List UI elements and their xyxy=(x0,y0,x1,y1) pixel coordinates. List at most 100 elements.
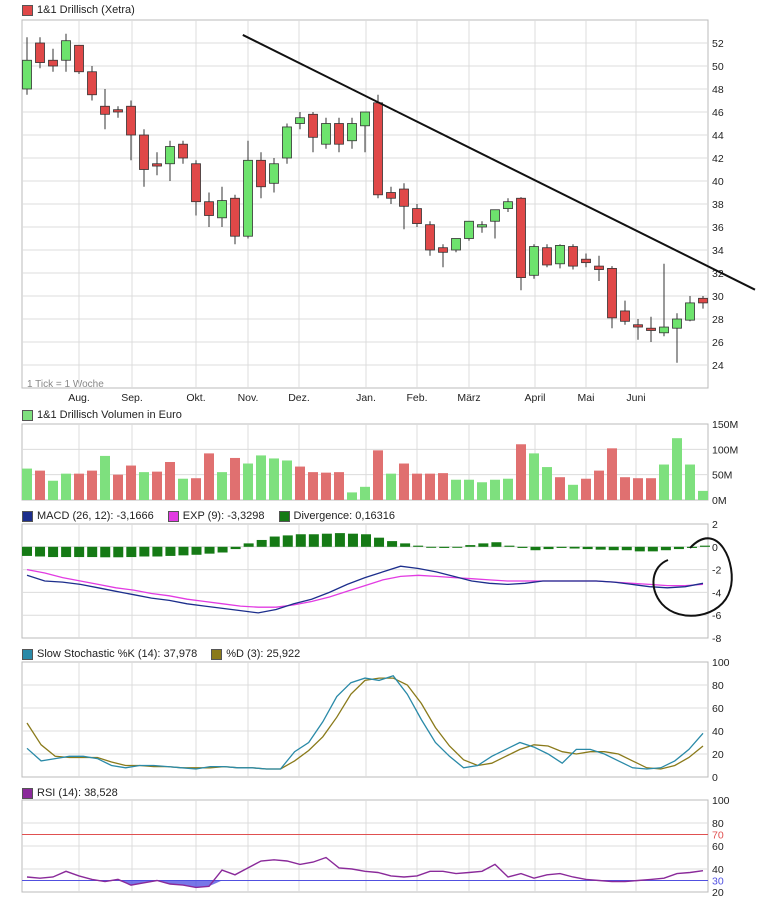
price-legend-label: 1&1 Drillisch (Xetra) xyxy=(37,4,135,16)
volume-bar-up xyxy=(672,438,682,500)
rsi-legend-swatch xyxy=(22,787,33,799)
divergence-bar xyxy=(400,543,411,547)
divergence-bar xyxy=(178,546,189,556)
candle-down xyxy=(412,208,422,224)
divergence-bar xyxy=(452,546,463,548)
candle-up xyxy=(555,244,565,265)
divergence-bar xyxy=(465,545,476,547)
volume-bar-up xyxy=(282,460,292,500)
candle-up xyxy=(269,163,279,184)
volume-bar-up xyxy=(256,455,266,500)
stoch-legend: Slow Stochastic %K (14): 37,978 %D (3): … xyxy=(22,648,314,660)
volume-bar-down xyxy=(74,473,84,500)
divergence-bar xyxy=(478,543,489,547)
candle-down xyxy=(516,197,526,278)
candle-down xyxy=(633,324,643,328)
candle-down xyxy=(438,247,448,253)
divergence-bar xyxy=(334,533,345,547)
candle-down xyxy=(126,105,136,136)
price-legend-swatch xyxy=(22,4,33,16)
price-axis-tick-label: 38 xyxy=(712,199,724,211)
divergence-bar xyxy=(439,546,450,548)
divergence-bar xyxy=(204,546,215,554)
month-label: Dez. xyxy=(288,392,310,404)
divergence-bar xyxy=(347,533,358,547)
stoch-d-legend-item: %D (3): 25,922 xyxy=(211,648,300,660)
divergence-bar xyxy=(413,545,424,547)
divergence-bar xyxy=(569,546,580,549)
volume-bar-down xyxy=(321,472,331,500)
divergence-bar xyxy=(361,534,371,547)
exp-legend-label: EXP (9): -3,3298 xyxy=(182,510,265,522)
price-axis-tick-label: 30 xyxy=(712,291,724,303)
volume-bar-down xyxy=(191,478,201,500)
candle-up xyxy=(22,59,32,90)
candle-down xyxy=(178,143,188,159)
price-legend: 1&1 Drillisch (Xetra) xyxy=(22,4,135,16)
candle-down xyxy=(35,42,45,63)
volume-bar-up xyxy=(100,455,110,500)
divergence-bar xyxy=(152,546,163,557)
candle-up xyxy=(451,238,461,251)
price-axis-tick-label: 50 xyxy=(712,61,724,73)
divergence-bar xyxy=(595,546,606,550)
divergence-legend-item: Divergence: 0,16316 xyxy=(278,510,396,522)
candle-up xyxy=(217,200,227,219)
price-axis-tick-label: 52 xyxy=(712,38,724,50)
volume-bar-down xyxy=(438,473,448,500)
volume-bar-down xyxy=(581,478,591,500)
macd-axis-tick-label: 0 xyxy=(712,542,718,554)
divergence-legend-label: Divergence: 0,16316 xyxy=(293,510,396,522)
candle-down xyxy=(191,163,201,203)
exp-signal-line xyxy=(26,568,704,608)
candle-up xyxy=(464,220,474,239)
divergence-bar xyxy=(700,545,710,547)
volume-axis-tick-label: 150M xyxy=(712,419,738,431)
divergence-bar xyxy=(530,546,541,551)
candle-down xyxy=(230,197,240,237)
volume-bar-up xyxy=(243,463,253,500)
macd-panel-frame xyxy=(21,523,709,639)
volume-bar-up xyxy=(22,468,32,500)
candle-down xyxy=(594,265,604,270)
volume-bar-down xyxy=(152,471,162,500)
month-label: Aug. xyxy=(68,392,90,404)
stoch-k-legend-swatch xyxy=(22,648,33,660)
divergence-bar xyxy=(308,534,319,547)
macd-axis-tick-label: 2 xyxy=(712,519,718,531)
month-label: Sep. xyxy=(121,392,143,404)
rsi-axis-tick-label: 80 xyxy=(712,818,724,830)
month-label: April xyxy=(524,392,545,404)
candle-down xyxy=(139,134,149,170)
volume-bar-up xyxy=(360,486,370,500)
candle-up xyxy=(477,224,487,228)
volume-bar-up xyxy=(477,482,487,500)
candle-up xyxy=(685,302,695,321)
divergence-bar xyxy=(243,543,254,547)
divergence-bar xyxy=(621,546,632,551)
month-label: März xyxy=(457,392,480,404)
candle-down xyxy=(48,59,58,67)
candle-up xyxy=(503,201,513,209)
divergence-bar xyxy=(139,546,150,557)
volume-bar-down xyxy=(633,478,643,500)
volume-bar-up xyxy=(568,484,578,500)
stoch-axis-tick-label: 80 xyxy=(712,680,724,692)
rsi-oversold-fill xyxy=(183,880,196,888)
candle-down xyxy=(386,192,396,199)
volume-axis-tick-label: 100M xyxy=(712,444,738,456)
volume-legend: 1&1 Drillisch Volumen in Euro xyxy=(22,409,182,421)
rsi-oversold-fill xyxy=(196,880,209,888)
volume-bar-up xyxy=(139,472,149,500)
divergence-bar xyxy=(282,535,293,547)
divergence-bar xyxy=(35,546,46,557)
price-axis-tick-label: 36 xyxy=(712,222,724,234)
rsi-axis-tick-label: 60 xyxy=(712,841,724,853)
price-axis-tick-label: 24 xyxy=(712,360,724,372)
volume-bar-down xyxy=(620,477,630,500)
price-axis-tick-label: 40 xyxy=(712,176,724,188)
volume-bar-up xyxy=(48,480,58,500)
exp-legend-item: EXP (9): -3,3298 xyxy=(167,510,265,522)
